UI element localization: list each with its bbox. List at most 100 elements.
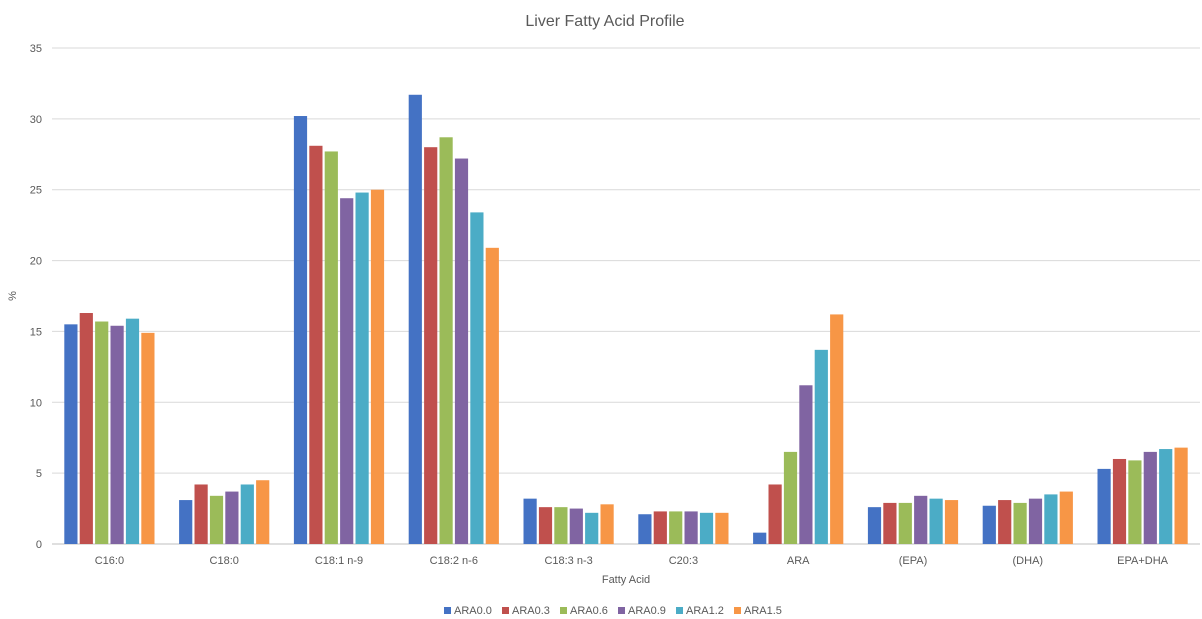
bar-ARA0.9-EPA+DHA bbox=[1143, 451, 1157, 544]
y-tick-label: 5 bbox=[36, 468, 42, 480]
bar-ARA0.0-C18:1 n-9 bbox=[293, 116, 308, 545]
bar-ARA0.6-C16:0 bbox=[95, 321, 109, 544]
y-tick-label: 30 bbox=[30, 114, 42, 126]
bar-ARA1.2-C18:0 bbox=[240, 484, 254, 544]
bar-ARA1.5-C18:1 n-9 bbox=[370, 189, 385, 544]
x-tick-label: C18:0 bbox=[210, 555, 239, 567]
y-axis-ticks: 0 5 10 15 20 25 30 35 bbox=[30, 43, 42, 551]
x-axis-ticks: C16:0 C18:0 C18:1 n-9 C18:2 n-6 C18:3 n-3 C20… bbox=[95, 555, 1169, 567]
bar-ARA0.0-C18:2 n-6 bbox=[408, 94, 422, 545]
bar-ARA1.5-C18:3 n-3 bbox=[600, 504, 614, 544]
x-tick-label: C20:3 bbox=[669, 555, 698, 567]
y-tick-label: 20 bbox=[30, 256, 42, 268]
bar-ARA0.3-C18:3 n-3 bbox=[538, 507, 553, 544]
bar-ARA0.9-C18:1 n-9 bbox=[340, 198, 354, 544]
bar-ARA0.9-C18:2 n-6 bbox=[454, 158, 469, 545]
y-axis-label: % bbox=[7, 291, 19, 301]
legend-label: ARA1.2 bbox=[686, 605, 724, 617]
bar-ARA0.9-C16:0 bbox=[110, 325, 124, 544]
y-tick-label: 25 bbox=[30, 185, 42, 197]
bar-ARA0.0-C18:3 n-3 bbox=[523, 498, 537, 544]
x-axis-label: Fatty Acid bbox=[602, 574, 650, 586]
bar-ARA0.6-ARA bbox=[783, 451, 798, 544]
bar-ARA0.3-(EPA) bbox=[883, 502, 897, 544]
bar-ARA1.2-C20:3 bbox=[699, 512, 714, 544]
bar-ARA0.3-ARA bbox=[768, 484, 782, 544]
x-tick-label: C18:3 n-3 bbox=[544, 555, 592, 567]
bar-ARA1.5-C20:3 bbox=[715, 512, 729, 544]
bar-ARA0.3-C18:0 bbox=[194, 484, 208, 544]
bar-ARA0.0-ARA bbox=[753, 532, 767, 544]
bar-ARA0.6-C18:0 bbox=[209, 495, 224, 544]
bar-ARA1.5-EPA+DHA bbox=[1174, 447, 1188, 544]
bar-ARA0.9-ARA bbox=[799, 385, 813, 544]
bars bbox=[64, 94, 1188, 545]
bar-ARA1.2-(DHA) bbox=[1044, 494, 1058, 544]
bar-ARA1.2-C18:2 n-6 bbox=[470, 212, 484, 544]
x-tick-label: ARA bbox=[787, 555, 810, 567]
x-tick-label: C16:0 bbox=[95, 555, 124, 567]
bar-ARA0.0-(EPA) bbox=[867, 507, 882, 544]
bar-ARA0.9-(DHA) bbox=[1028, 498, 1043, 544]
legend-swatch-ARA0.9 bbox=[618, 607, 625, 614]
bar-ARA1.2-ARA bbox=[814, 349, 828, 544]
legend-swatch-ARA0.6 bbox=[560, 607, 567, 614]
legend-label: ARA0.9 bbox=[628, 605, 666, 617]
bar-ARA0.6-(EPA) bbox=[898, 502, 912, 544]
bar-ARA0.0-C16:0 bbox=[64, 324, 78, 544]
bar-ARA0.9-C18:3 n-3 bbox=[569, 508, 583, 544]
bar-ARA1.5-(EPA) bbox=[944, 500, 959, 544]
bar-ARA0.6-C20:3 bbox=[669, 511, 683, 544]
bar-ARA0.3-(DHA) bbox=[998, 500, 1012, 544]
legend-label: ARA1.5 bbox=[744, 605, 782, 617]
bar-ARA0.6-C18:2 n-6 bbox=[439, 137, 453, 544]
bar-ARA0.9-(EPA) bbox=[914, 495, 928, 544]
legend-label: ARA0.0 bbox=[454, 605, 492, 617]
bar-ARA0.0-C20:3 bbox=[638, 514, 652, 544]
legend-swatch-ARA1.5 bbox=[734, 607, 741, 614]
bar-ARA0.6-EPA+DHA bbox=[1128, 460, 1142, 544]
bar-ARA0.3-EPA+DHA bbox=[1112, 458, 1127, 544]
legend-swatch-ARA1.2 bbox=[676, 607, 683, 614]
y-tick-label: 35 bbox=[30, 43, 42, 55]
bar-ARA0.3-C18:1 n-9 bbox=[309, 145, 323, 544]
bar-ARA1.5-C16:0 bbox=[141, 332, 155, 544]
bar-ARA0.6-C18:3 n-3 bbox=[554, 507, 568, 544]
x-tick-label: C18:2 n-6 bbox=[430, 555, 478, 567]
legend-swatch-ARA0.0 bbox=[444, 607, 451, 614]
bar-ARA1.2-C18:1 n-9 bbox=[355, 192, 369, 545]
x-tick-label: (EPA) bbox=[899, 555, 928, 567]
y-tick-label: 15 bbox=[30, 326, 42, 338]
gridlines bbox=[52, 47, 1200, 545]
bar-ARA1.5-C18:2 n-6 bbox=[485, 247, 499, 544]
bar-ARA1.2-C18:3 n-3 bbox=[585, 512, 599, 544]
bar-ARA1.5-C18:0 bbox=[256, 480, 270, 544]
bar-ARA0.9-C20:3 bbox=[684, 511, 698, 544]
bar-ARA0.6-C18:1 n-9 bbox=[324, 151, 338, 544]
chart-title: Liver Fatty Acid Profile bbox=[525, 13, 684, 30]
bar-ARA0.0-EPA+DHA bbox=[1097, 468, 1111, 544]
bar-ARA0.6-(DHA) bbox=[1013, 502, 1027, 544]
bar-ARA0.3-C20:3 bbox=[653, 511, 667, 544]
legend: ARA0.0 ARA0.3 ARA0.6 ARA0.9 ARA1.2 ARA1.5 bbox=[444, 605, 782, 617]
bar-ARA1.2-EPA+DHA bbox=[1159, 449, 1173, 544]
bar-ARA0.9-C18:0 bbox=[225, 491, 239, 544]
x-tick-label: (DHA) bbox=[1013, 555, 1044, 567]
bar-ARA0.0-(DHA) bbox=[982, 505, 996, 544]
bar-ARA1.2-(EPA) bbox=[929, 498, 943, 544]
legend-label: ARA0.3 bbox=[512, 605, 550, 617]
x-tick-label: C18:1 n-9 bbox=[315, 555, 363, 567]
legend-swatch-ARA0.3 bbox=[502, 607, 509, 614]
y-tick-label: 0 bbox=[36, 539, 42, 551]
legend-label: ARA0.6 bbox=[570, 605, 608, 617]
bar-ARA1.5-(DHA) bbox=[1059, 491, 1073, 544]
x-tick-label: EPA+DHA bbox=[1117, 555, 1169, 567]
bar-ARA1.5-ARA bbox=[830, 314, 844, 544]
bar-ARA0.3-C18:2 n-6 bbox=[424, 147, 438, 544]
bar-ARA0.0-C18:0 bbox=[179, 500, 193, 544]
bar-ARA0.3-C16:0 bbox=[79, 313, 93, 544]
y-tick-label: 10 bbox=[30, 397, 42, 409]
bar-ARA1.2-C16:0 bbox=[125, 318, 140, 544]
